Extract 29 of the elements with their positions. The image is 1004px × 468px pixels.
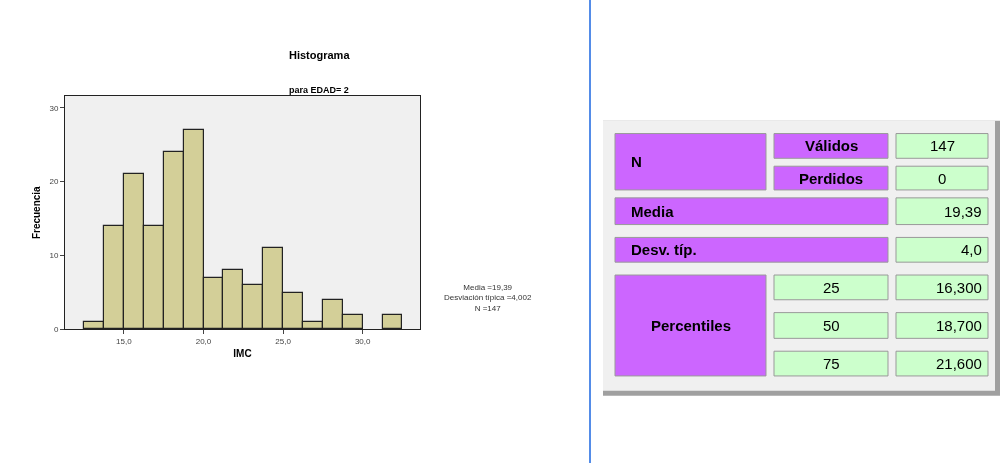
x-tick-label: 30,0 [354,337,372,347]
y-tick-label: 10 [49,251,59,261]
text: 50 [823,317,840,334]
text: 75 [823,355,840,372]
y-tick-label: 20 [49,177,59,187]
text: 21,600 [936,355,982,372]
chart-subtitle: para EDAD= 2 [289,85,349,95]
text: 4,0 [961,241,982,258]
text: 0 [938,170,947,187]
x-tick-label: 15,0 [116,337,133,347]
text: Percentiles [651,317,732,334]
y-tick-label: 0 [53,325,59,335]
text: Media =19,39 Desviación típica =4,002 N =147 [444,283,532,313]
text: N [631,153,642,170]
y-tick-label: 30 [49,103,59,113]
text: 19,39 [944,203,982,220]
x-tick-label: 25,0 [275,337,292,347]
text: 147 [930,137,956,154]
y-axis-title: Frecuencia [31,185,43,240]
text: 25 [823,279,840,296]
text: 18,700 [936,317,982,334]
text: 16,300 [936,279,982,296]
chart-title: Histograma [289,49,351,61]
x-axis-title: IMC [233,347,252,359]
text: Desv. típ. [631,241,697,258]
text: Perdidos [799,170,864,187]
x-tick-label: 20,0 [195,337,212,347]
text: Válidos [805,137,859,154]
text: Media [631,203,675,220]
